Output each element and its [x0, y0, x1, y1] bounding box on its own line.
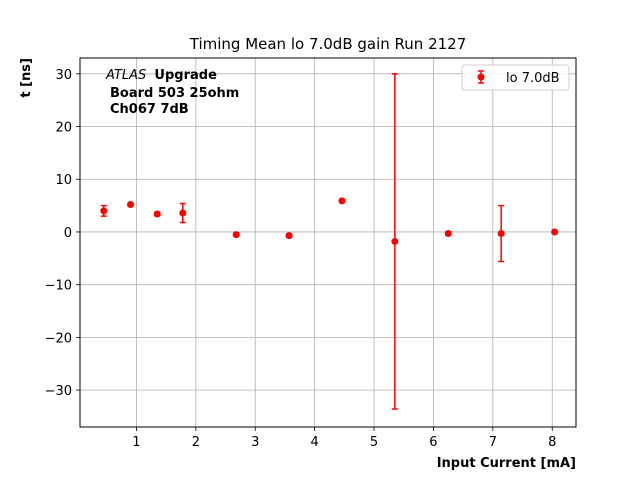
- data-point: [338, 197, 346, 205]
- x-tick-label: 4: [310, 435, 318, 450]
- y-tick-label: 30: [55, 68, 72, 83]
- legend-box: [461, 64, 570, 91]
- legend-entry-label: lo 7.0dB: [506, 71, 560, 86]
- plot-frame: [79, 57, 577, 428]
- x-tick-label: 3: [251, 435, 259, 450]
- y-tick-label: −10: [45, 279, 72, 294]
- annotation-line-2: Board 503 25ohm: [110, 86, 239, 101]
- data-point: [179, 209, 187, 217]
- x-tick-label: 1: [132, 435, 140, 450]
- y-axis-label: t [ns]: [19, 58, 34, 98]
- chart-title: Timing Mean lo 7.0dB gain Run 2127: [189, 35, 467, 53]
- annotation-tag: Upgrade: [154, 68, 217, 83]
- x-tick-label: 7: [489, 435, 497, 450]
- grid-lines: [80, 58, 576, 427]
- data-point: [551, 228, 559, 236]
- y-tick-label: 10: [55, 173, 72, 188]
- data-point: [285, 232, 293, 240]
- annotation-experiment: ATLAS: [105, 68, 146, 83]
- y-tick-label: 0: [64, 226, 72, 241]
- data-point: [232, 231, 240, 239]
- data-point: [100, 207, 108, 215]
- legend-marker: [477, 73, 485, 81]
- y-tick-label: −20: [45, 331, 72, 346]
- y-tick-label: −30: [45, 384, 72, 399]
- annotation-line-1: ATLAS Upgrade: [105, 68, 217, 83]
- x-tick-label: 5: [370, 435, 378, 450]
- y-tick-label: 20: [55, 121, 72, 136]
- data-point: [126, 201, 134, 209]
- x-tick-label: 6: [429, 435, 437, 450]
- x-tick-label: 2: [192, 435, 200, 450]
- data-point: [444, 230, 452, 238]
- x-tick-label: 8: [548, 435, 556, 450]
- data-point: [391, 237, 399, 245]
- axis-ticks: 1 2 3 4 5 6 7 8 30 20 10 0 −10 −20 −30: [45, 68, 557, 450]
- data-series: [100, 73, 559, 410]
- legend: lo 7.0dB: [461, 64, 570, 91]
- data-point: [497, 230, 505, 238]
- annotation-line-3: Ch067 7dB: [110, 102, 189, 117]
- x-axis-label: Input Current [mA]: [437, 456, 576, 471]
- atlas-annotation: ATLAS Upgrade Board 503 25ohm Ch067 7dB: [105, 68, 239, 117]
- data-point: [153, 210, 161, 218]
